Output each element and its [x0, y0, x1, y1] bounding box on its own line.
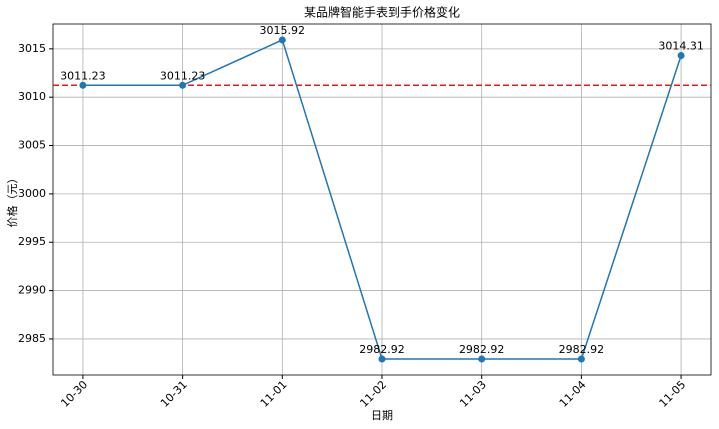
- x-tick-label: 11-03: [457, 378, 489, 410]
- x-tick-label: 10-30: [58, 378, 90, 410]
- y-tick-label: 3015: [18, 42, 46, 55]
- data-point: [179, 81, 187, 89]
- plot-frame: [52, 23, 712, 376]
- y-tick-label: 2995: [18, 235, 46, 248]
- data-label: 3015.92: [260, 24, 306, 37]
- x-tick-label: 11-01: [258, 378, 290, 410]
- data-point: [278, 36, 286, 44]
- data-point: [79, 81, 87, 89]
- data-label: 2982.92: [359, 343, 405, 356]
- y-tick-label: 3005: [18, 139, 46, 152]
- data-point: [378, 355, 386, 363]
- y-axis-label: 价格（元）: [5, 173, 19, 228]
- x-axis-label: 日期: [371, 409, 393, 422]
- chart-title: 某品牌智能手表到手价格变化: [304, 5, 460, 20]
- data-point: [577, 355, 585, 363]
- y-tick-label: 2985: [18, 332, 46, 345]
- x-tick-label: 11-05: [657, 378, 689, 410]
- data-point: [478, 355, 486, 363]
- data-point: [677, 52, 685, 60]
- data-label: 2982.92: [559, 343, 605, 356]
- x-tick-label: 11-02: [357, 378, 389, 410]
- y-tick-label: 2990: [18, 284, 46, 297]
- data-label: 3011.23: [60, 69, 106, 82]
- x-tick-label: 10-31: [158, 378, 190, 410]
- y-tick-label: 3010: [18, 90, 46, 103]
- y-tick-label: 3000: [18, 187, 46, 200]
- data-label: 3011.23: [160, 69, 206, 82]
- data-label: 2982.92: [459, 343, 505, 356]
- data-label: 3014.31: [658, 40, 704, 53]
- x-tick-label: 11-04: [557, 378, 589, 410]
